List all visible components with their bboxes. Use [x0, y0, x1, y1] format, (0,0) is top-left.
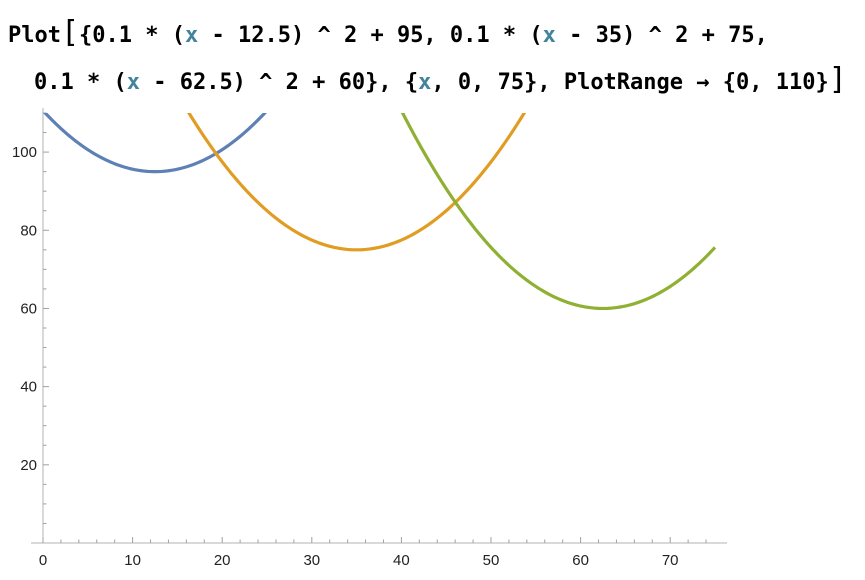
x-tick-label: 20 [214, 552, 231, 569]
x-tick-label: 0 [39, 552, 47, 569]
plot-function-name: Plot [8, 23, 61, 48]
series-line-1 [43, 113, 267, 174]
code-segment: , 0, 75}, PlotRange → {0, 110} [431, 70, 829, 95]
code-segment: - 12.5) ^ 2 + 95, 0.1 * ( [198, 23, 543, 48]
code-segment: {0.1 * ( [79, 23, 186, 48]
variable-x: x [185, 23, 199, 48]
x-tick-label: 60 [572, 552, 589, 569]
y-tick-label: 80 [20, 222, 37, 239]
y-tick-label: 20 [20, 457, 37, 474]
variable-x: x [542, 23, 556, 48]
x-tick-label: 40 [393, 552, 410, 569]
code-line-2: 0.1 * (x - 62.5) ^ 2 + 60}, {x, 0, 75}, … [34, 65, 847, 98]
x-tick-label: 50 [483, 552, 500, 569]
variable-x: x [126, 70, 140, 95]
code-segment: 0.1 * ( [34, 70, 127, 95]
y-tick-label: 60 [20, 300, 37, 317]
series-line-3 [400, 113, 717, 311]
x-tick-label: 70 [662, 552, 679, 569]
series-line-2 [187, 113, 527, 252]
x-tick-label: 30 [303, 552, 320, 569]
input-cell[interactable]: Plot[{0.1 * (x - 12.5) ^ 2 + 95, 0.1 * (… [8, 8, 860, 98]
x-tick-label: 10 [124, 552, 141, 569]
open-bracket: [ [60, 15, 80, 50]
close-bracket: ] [828, 62, 847, 97]
y-tick-label: 40 [20, 379, 37, 396]
code-segment: - 35) ^ 2 + 75, [555, 23, 768, 48]
variable-x: x [418, 70, 432, 95]
y-tick-label: 100 [12, 144, 37, 161]
code-line-1: Plot[{0.1 * (x - 12.5) ^ 2 + 95, 0.1 * (… [8, 18, 768, 51]
code-segment: - 62.5) ^ 2 + 60}, { [139, 70, 419, 95]
